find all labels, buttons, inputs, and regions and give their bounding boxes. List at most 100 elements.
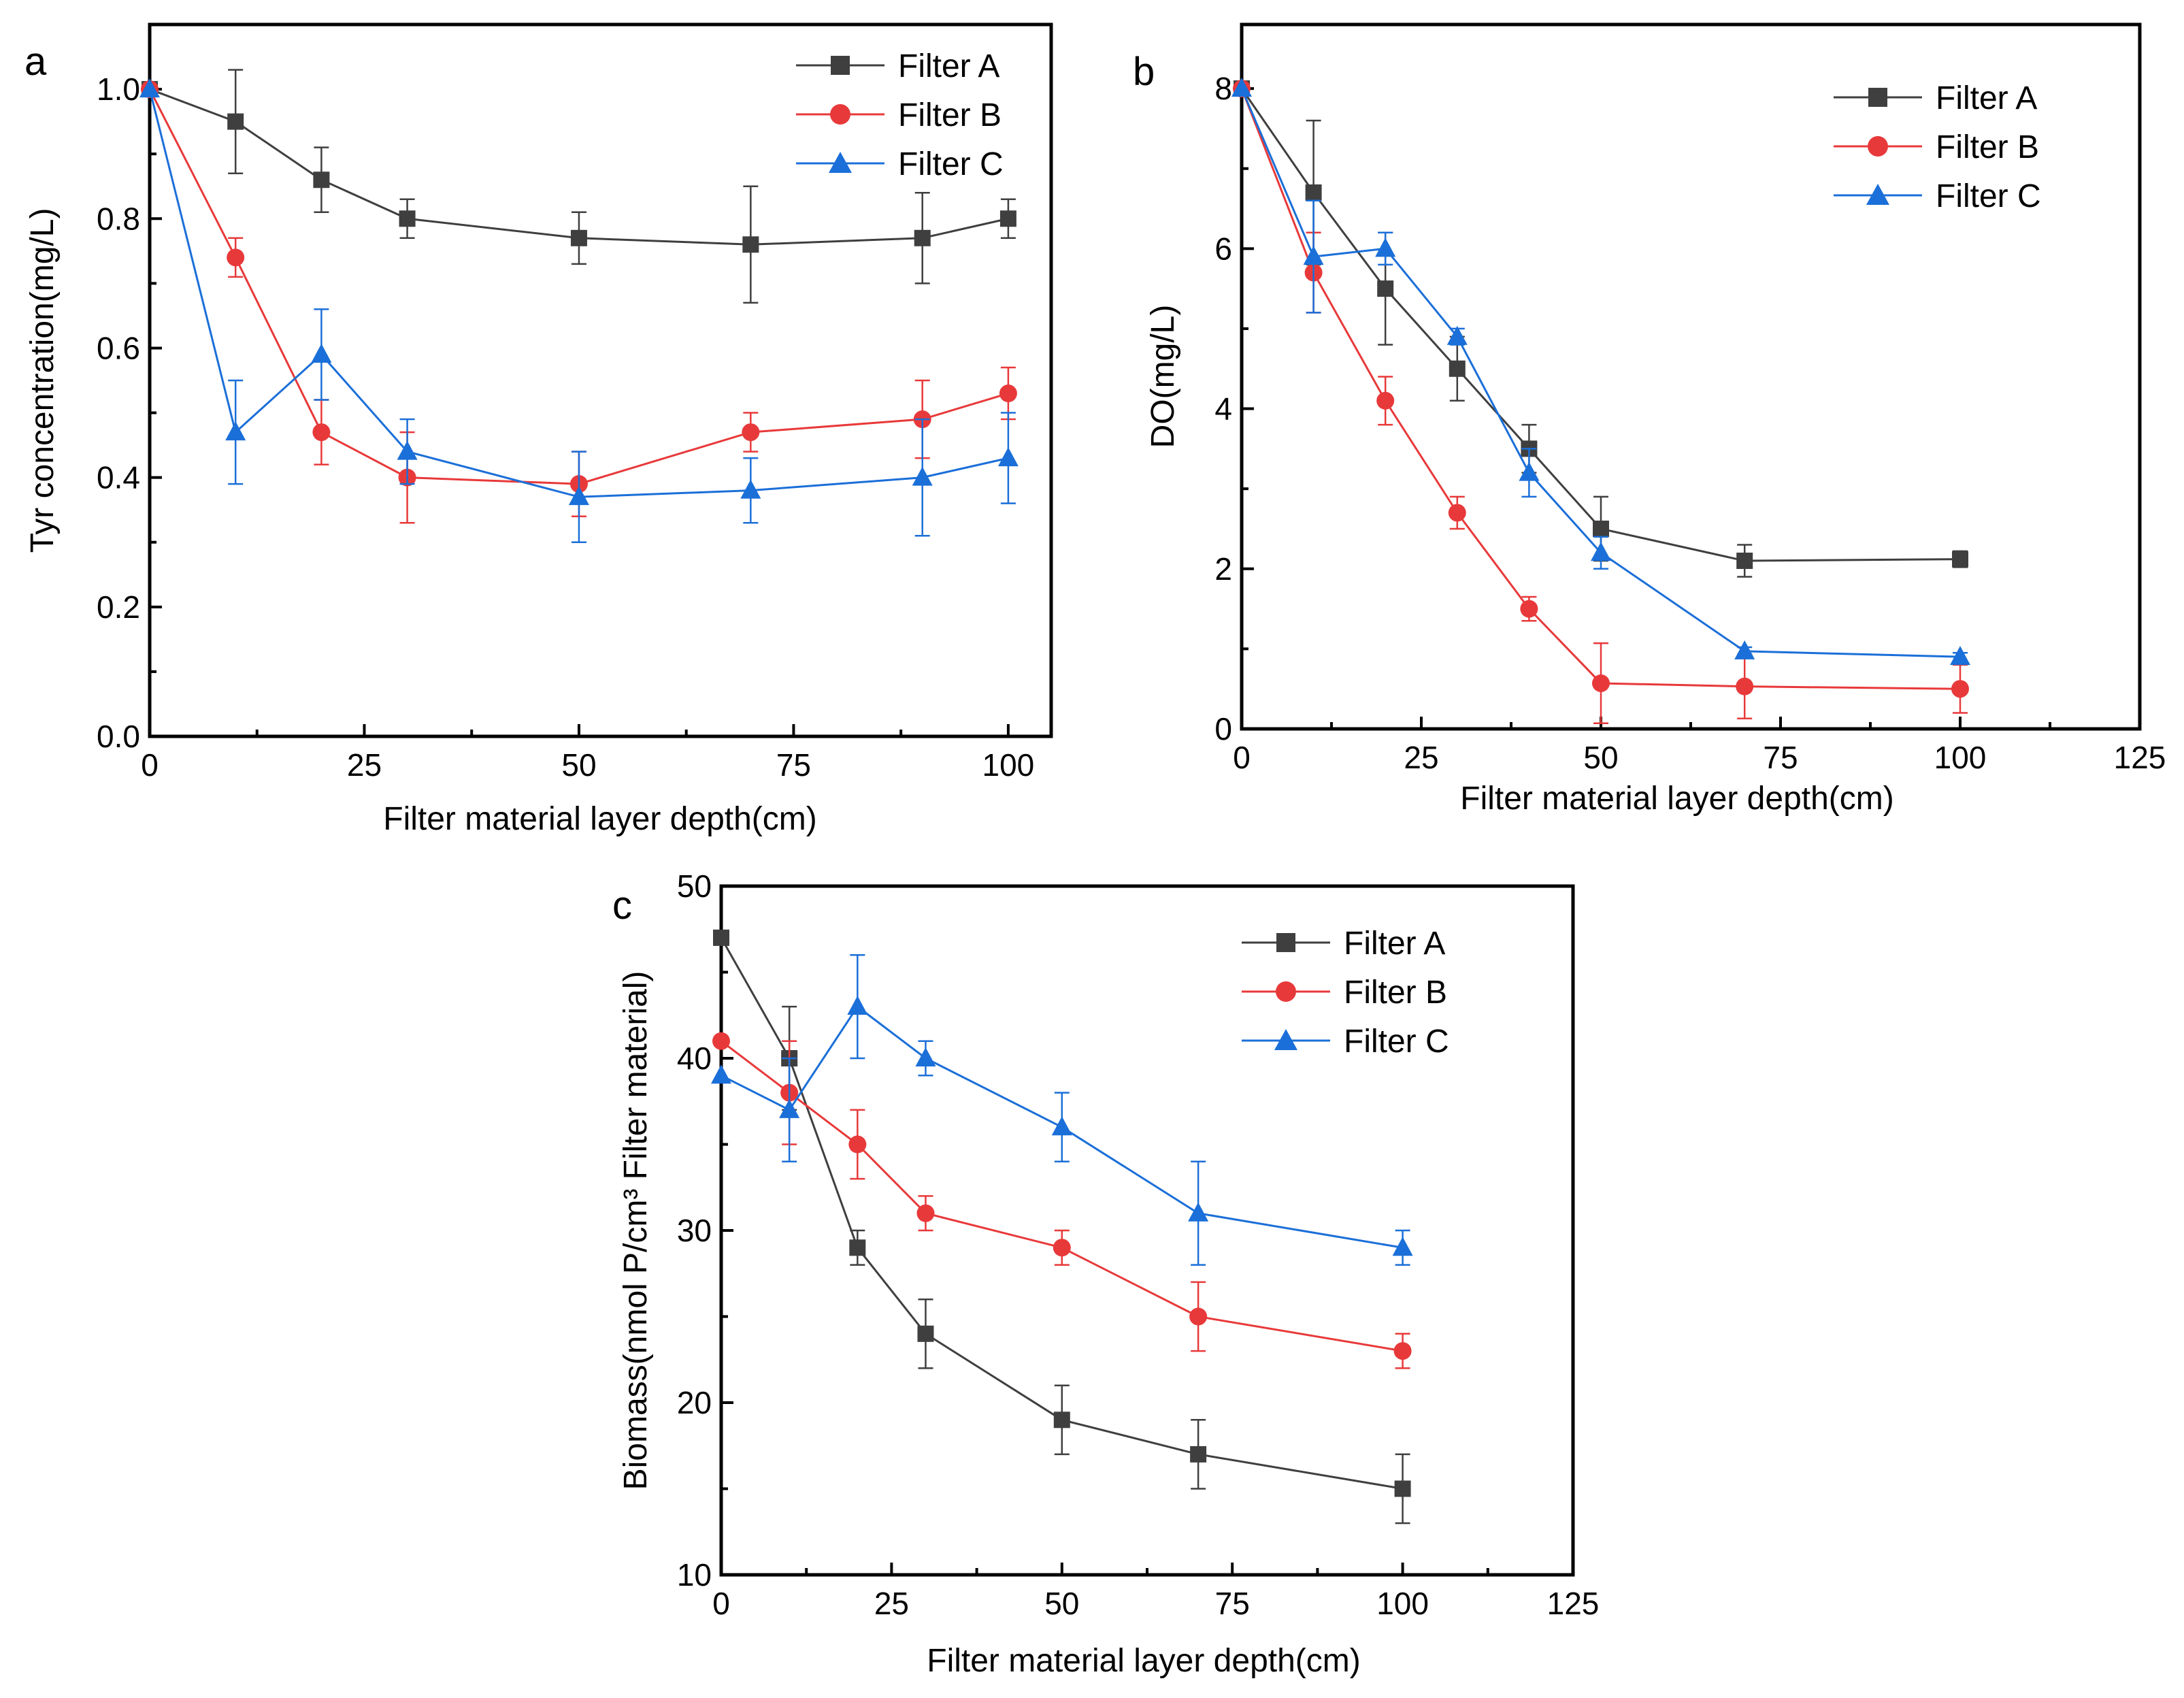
data-point-triangle: [912, 466, 933, 486]
legend-marker-circle: [1276, 981, 1296, 1002]
data-point-triangle: [225, 421, 246, 441]
panel-c: c 0 25 50 75 100 125 10 20 30 40 50 Filter materia…: [612, 868, 1599, 1679]
data-point-square: [570, 229, 587, 246]
data-point-circle: [312, 423, 331, 442]
data-point-triangle: [1231, 78, 1252, 97]
x-tick-label: 125: [2114, 740, 2166, 775]
data-point-triangle: [1950, 646, 1970, 666]
panel-a-x-title: Filter material layer depth(cm): [383, 801, 817, 837]
panel-b-series: [1231, 78, 1970, 725]
panel-a-series: [139, 69, 1019, 543]
data-point-circle: [742, 423, 760, 442]
data-point-triangle: [1051, 1116, 1072, 1136]
data-point-triangle: [1591, 542, 1611, 561]
data-point-square: [999, 210, 1016, 227]
data-point-circle: [1736, 677, 1754, 696]
legend-label-filter-a: Filter A: [898, 48, 999, 84]
legend-item-filter-a: Filter A: [1242, 926, 1445, 962]
series-filter-c: [139, 78, 1019, 543]
x-tick-label: 50: [561, 747, 596, 783]
series-filter-a: [713, 929, 1411, 1524]
data-point-circle: [1592, 674, 1610, 692]
x-tick-label: 50: [1044, 1586, 1079, 1621]
y-tick-label: 0.4: [97, 460, 140, 495]
panel-c-y-title: Biomass(nmol P/cm³ Filter material): [618, 971, 654, 1490]
data-point-square: [917, 1325, 934, 1342]
legend-item-filter-c: Filter C: [796, 146, 1004, 182]
data-point-circle: [712, 1032, 730, 1050]
panel-c-ticks: 0 25 50 75 100 125 10 20 30 40 50: [677, 868, 1600, 1621]
panel-a-ticks: 0 25 50 75 100 0.0 0.2 0.4 0.6 0.8 1.0: [97, 71, 1034, 783]
panel-c-label: c: [612, 883, 632, 928]
y-tick-label: 30: [677, 1213, 712, 1248]
data-point-square: [1593, 520, 1609, 537]
data-point-square: [713, 929, 729, 946]
data-point-square: [399, 210, 416, 227]
series-line: [148, 88, 1009, 498]
legend-item-filter-b: Filter B: [1834, 129, 2039, 165]
series-line: [1240, 88, 1961, 658]
series-line: [149, 88, 1009, 246]
y-tick-label: 1.0: [97, 71, 140, 107]
data-point-square: [1952, 551, 1968, 568]
data-point-circle: [1951, 680, 1969, 698]
x-tick-label: 50: [1583, 740, 1618, 775]
x-tick-label: 0: [712, 1586, 730, 1621]
y-tick-label: 0.8: [97, 201, 140, 236]
x-tick-label: 0: [141, 747, 159, 783]
data-point-triangle: [997, 447, 1019, 467]
legend-marker-circle: [1868, 136, 1888, 157]
y-tick-label: 6: [1214, 231, 1232, 266]
legend-label-filter-c: Filter C: [1344, 1024, 1449, 1060]
panel-b: b 0 25 50 75 100 125 0 2 4 6 8 Filter material lay…: [1133, 22, 2166, 817]
legend-label-filter-c: Filter C: [1936, 178, 2041, 214]
series-filter-a: [1234, 80, 1968, 578]
x-tick-label: 75: [1215, 1586, 1250, 1621]
legend-label-filter-c: Filter C: [898, 146, 1004, 182]
legend-marker-circle: [830, 104, 850, 125]
data-point-triangle: [1303, 246, 1324, 265]
legend-marker-triangle: [829, 152, 852, 173]
data-point-triangle: [1392, 1237, 1413, 1256]
data-point-square: [849, 1239, 866, 1256]
legend-label-filter-b: Filter B: [898, 97, 1002, 133]
x-tick-label: 0: [1233, 740, 1251, 775]
legend-marker-square: [831, 56, 850, 75]
data-point-square: [914, 229, 931, 246]
data-point-circle: [999, 385, 1017, 403]
data-point-circle: [1520, 600, 1538, 618]
series-line: [721, 1040, 1403, 1352]
x-tick-label: 100: [982, 747, 1035, 783]
y-tick-label: 50: [677, 868, 712, 904]
data-point-square: [1053, 1411, 1070, 1428]
panel-b-legend: Filter A Filter B Filter C: [1834, 80, 2041, 214]
y-tick-label: 0: [1214, 711, 1232, 747]
data-point-square: [313, 172, 330, 189]
panel-a-y-title: Tyr concentration(mg/L): [24, 208, 61, 553]
legend-label-filter-a: Filter A: [1936, 80, 2037, 116]
panel-c-legend: Filter A Filter B Filter C: [1242, 926, 1449, 1060]
legend-marker-triangle: [1274, 1029, 1297, 1050]
data-point-square: [1377, 280, 1394, 297]
x-tick-label: 25: [347, 747, 382, 783]
data-point-triangle: [1188, 1202, 1209, 1222]
data-point-triangle: [740, 479, 761, 499]
y-tick-label: 10: [677, 1557, 712, 1593]
panel-a-label: a: [24, 39, 47, 84]
data-point-square: [1394, 1480, 1411, 1497]
data-point-square: [742, 236, 759, 253]
y-tick-label: 20: [677, 1385, 712, 1420]
data-point-circle: [1376, 391, 1395, 410]
data-point-circle: [1393, 1342, 1412, 1360]
data-point-triangle: [847, 996, 868, 1015]
data-point-triangle: [1519, 461, 1540, 481]
series-filter-a: [142, 69, 1016, 304]
data-point-triangle: [779, 1098, 800, 1118]
legend-item-filter-a: Filter A: [796, 48, 999, 84]
data-point-square: [1190, 1446, 1207, 1463]
panel-a-legend: Filter A Filter B Filter C: [796, 48, 1004, 182]
data-point-square: [1449, 360, 1466, 377]
legend-marker-square: [1276, 933, 1295, 952]
series-line: [148, 88, 1009, 485]
legend-item-filter-b: Filter B: [1242, 975, 1447, 1011]
